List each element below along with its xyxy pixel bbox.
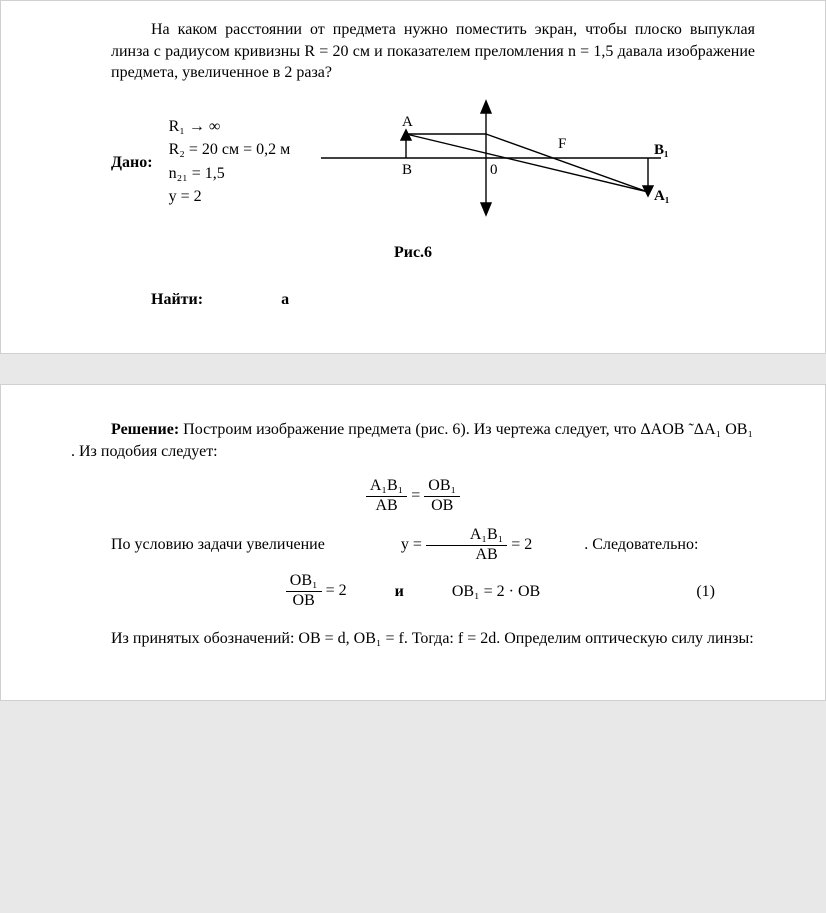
- frac-ob-ratio: OB₁ OB = 2: [286, 573, 347, 610]
- given-r1: R₁ → ∞: [169, 116, 291, 138]
- find-label: Найти:: [151, 289, 203, 311]
- conj-and: и: [395, 581, 404, 603]
- num-ob1: OB₁: [424, 478, 460, 497]
- given-y: y = 2: [169, 186, 291, 208]
- ob-den: OB: [286, 592, 322, 610]
- ob1-eq-2ob: OB₁ = 2 · OB: [452, 581, 540, 603]
- given-r2: R₂ = 20 см = 0,2 м: [169, 139, 291, 161]
- solution-p3: Из принятых обозначений: OB = d, OB₁ = f…: [71, 624, 755, 654]
- eq2: = 2: [326, 582, 347, 599]
- given-values: R₁ → ∞ R₂ = 20 см = 0,2 м n₂₁ = 1,5 y = …: [169, 116, 291, 210]
- num-a1b1: A₁B₁: [366, 478, 407, 497]
- den-ob: OB: [424, 497, 460, 515]
- y-rhs: = 2: [511, 536, 532, 553]
- sheet-solution: Решение: Построим изображение предмета (…: [0, 384, 826, 701]
- given-label: Дано:: [111, 152, 153, 174]
- fig-label-B1: B₁: [654, 142, 669, 158]
- find-symbol: a: [281, 289, 289, 311]
- frac-ob1-ob: OB₁ OB: [424, 478, 460, 515]
- given-n21: n₂₁ = 1,5: [169, 163, 291, 185]
- frac-a1b1-ab: A₁B₁ AB: [366, 478, 407, 515]
- p2b: . Следовательно:: [544, 534, 698, 556]
- sheet-problem: На каком расстоянии от предмета нужно по…: [0, 0, 826, 354]
- fig-label-F: F: [558, 136, 566, 152]
- formula-similarity: A₁B₁ AB = OB₁ OB: [71, 478, 755, 515]
- y-eq: y =: [401, 536, 426, 553]
- given-block: Дано: R₁ → ∞ R₂ = 20 см = 0,2 м n₂₁ = 1,…: [111, 98, 755, 228]
- fig-label-B: B: [402, 162, 412, 178]
- frac-y: A₁B₁ AB: [426, 527, 507, 564]
- fig-label-O: 0: [490, 162, 498, 178]
- eq-sign-1: =: [411, 487, 424, 504]
- fig-label-A: A: [402, 114, 413, 130]
- p2a: По условию задачи увеличение: [71, 534, 325, 556]
- ob1-num: OB₁: [286, 573, 322, 592]
- den-ab: AB: [366, 497, 407, 515]
- problem-statement: На каком расстоянии от предмета нужно по…: [111, 19, 755, 84]
- figure-caption: Рис.6: [71, 242, 755, 264]
- y-den: AB: [426, 546, 507, 564]
- find-line: Найти: a: [151, 289, 755, 311]
- formula-row-1: OB₁ OB = 2 и OB₁ = 2 · OB (1): [71, 573, 755, 610]
- lens-diagram: A B 0 F B₁ A₁: [306, 98, 676, 228]
- solution-p1: Решение: Построим изображение предмета (…: [71, 419, 755, 462]
- eq-number-1: (1): [696, 581, 715, 603]
- magnification-line: По условию задачи увеличение y = A₁B₁ AB…: [71, 527, 755, 564]
- solution-lead: Решение:: [111, 421, 183, 438]
- y-num: A₁B₁: [426, 527, 507, 546]
- fig-label-A1: A₁: [654, 188, 669, 204]
